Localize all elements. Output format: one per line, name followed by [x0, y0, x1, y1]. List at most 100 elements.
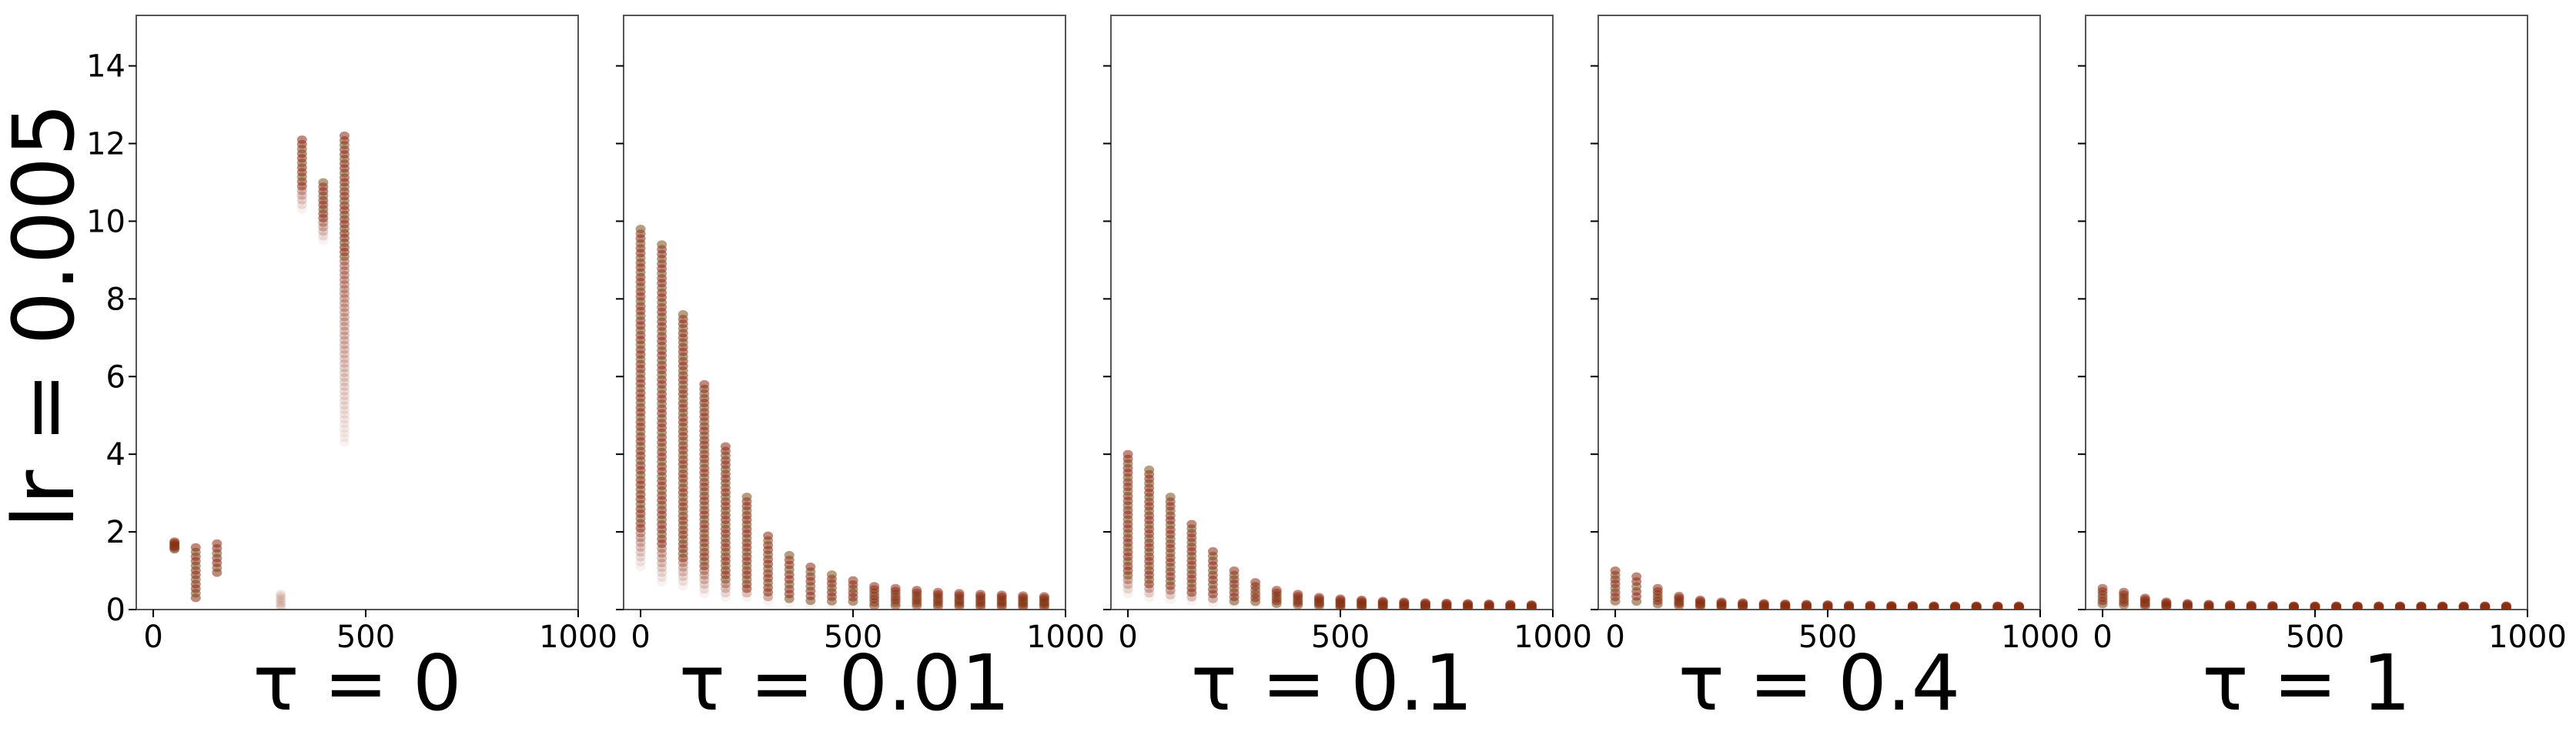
data-point: [1039, 592, 1049, 601]
data-point: [2416, 601, 2427, 610]
x-tick-label: 500: [2286, 620, 2344, 655]
x-tick-label: 1000: [2001, 620, 2079, 655]
data-point: [1886, 600, 1897, 610]
data-point: [763, 531, 774, 540]
data-point: [339, 326, 350, 336]
data-point: [339, 285, 350, 294]
data-point: [339, 299, 350, 308]
data-point: [1271, 586, 1282, 595]
data-point: [276, 590, 286, 599]
y-tick-label: 4: [106, 437, 125, 473]
x-tick-label: 500: [824, 620, 882, 655]
plot-area-frame: [623, 15, 1066, 610]
data-point: [1144, 465, 1155, 474]
data-point: [635, 557, 646, 566]
data-point: [339, 378, 350, 387]
data-point: [339, 322, 350, 331]
data-point: [2225, 600, 2236, 609]
data-point: [2182, 599, 2193, 608]
data-point: [635, 548, 646, 557]
data-point: [720, 442, 731, 451]
data-point: [1801, 600, 1812, 609]
data-point: [1971, 601, 1982, 610]
data-point: [339, 383, 350, 392]
data-point: [2097, 583, 2108, 593]
data-point: [339, 354, 350, 363]
data-point: [1758, 599, 1769, 608]
data-point: [2374, 601, 2384, 610]
data-point: [1844, 600, 1855, 610]
data-point: [2119, 587, 2129, 596]
data-point: [1122, 449, 1133, 459]
data-point: [2331, 601, 2342, 610]
data-point: [657, 568, 667, 577]
data-point: [1865, 600, 1875, 610]
data-point: [339, 424, 350, 433]
data-point: [1441, 598, 1452, 607]
data-point: [1335, 594, 1346, 603]
data-point: [635, 225, 646, 234]
data-point: [657, 559, 667, 568]
data-point: [635, 562, 646, 571]
data-point: [339, 387, 350, 396]
data-point: [339, 131, 350, 140]
data-point: [657, 573, 667, 582]
panel-title: τ = 0.01: [679, 638, 1010, 728]
data-point: [276, 594, 286, 603]
data-point: [699, 585, 710, 594]
y-tick-label: 8: [106, 282, 125, 317]
data-point: [2013, 601, 2024, 610]
data-point: [276, 603, 286, 610]
data-point: [2267, 600, 2278, 610]
data-point: [763, 597, 774, 606]
data-point: [699, 379, 710, 389]
data-point: [2458, 601, 2469, 610]
data-point: [339, 340, 350, 349]
data-point: [635, 543, 646, 552]
data-point: [1018, 591, 1029, 600]
data-point: [720, 589, 731, 598]
data-point: [1399, 597, 1410, 606]
data-point: [1122, 580, 1133, 590]
data-point: [339, 266, 350, 276]
data-point: [339, 415, 350, 424]
data-point: [339, 410, 350, 419]
data-point: [699, 576, 710, 585]
plot-area-frame: [135, 15, 579, 610]
data-point: [1207, 599, 1218, 608]
data-point: [657, 549, 667, 558]
data-point: [699, 590, 710, 599]
data-point: [1250, 578, 1261, 587]
data-point: [699, 571, 710, 580]
data-point: [339, 312, 350, 322]
data-point: [975, 590, 986, 599]
data-point: [677, 310, 688, 319]
data-point: [169, 537, 180, 546]
x-tick-label: 0: [631, 620, 650, 655]
data-point: [339, 308, 350, 317]
panel-title: τ = 1: [2202, 638, 2410, 728]
data-point: [1144, 589, 1155, 598]
data-point: [339, 419, 350, 429]
data-point: [318, 222, 329, 232]
data-point: [2139, 593, 2150, 603]
plot-area-frame: [1110, 15, 1554, 610]
data-point: [1186, 597, 1197, 606]
data-point: [677, 582, 688, 591]
data-point: [296, 205, 307, 214]
data-point: [954, 589, 965, 598]
data-point: [339, 280, 350, 289]
data-point: [784, 550, 795, 560]
data-point: [339, 438, 350, 447]
data-point: [1992, 601, 2003, 610]
data-point: [1505, 600, 1516, 609]
panel-title: τ = 0.1: [1191, 638, 1474, 728]
data-point: [339, 294, 350, 303]
y-tick-label: 0: [106, 593, 125, 628]
data-point: [276, 601, 286, 610]
plot-area-frame: [1597, 15, 2041, 610]
data-point: [1377, 596, 1388, 606]
data-point: [1652, 583, 1663, 593]
data-point: [1313, 593, 1324, 602]
panel-1: 0 2 4 6 8 10 12 14 0 500 1000 τ = 0: [86, 15, 617, 728]
